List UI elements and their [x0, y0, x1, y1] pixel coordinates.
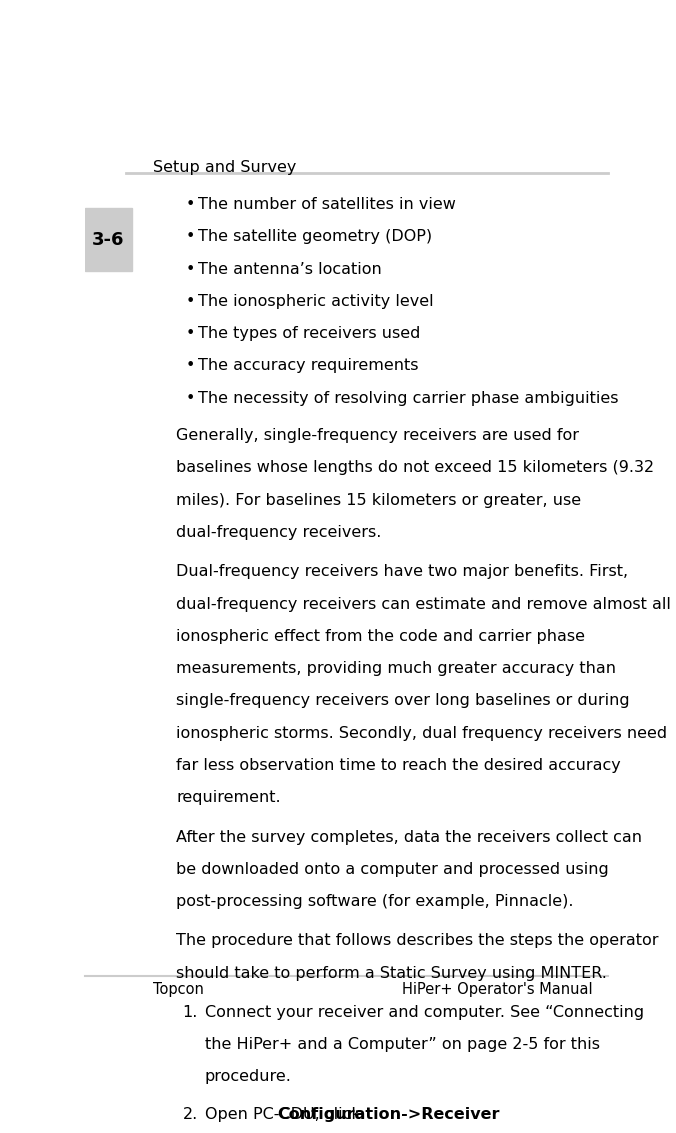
Text: 3-6: 3-6: [92, 231, 124, 249]
FancyBboxPatch shape: [84, 208, 132, 271]
Text: Connect your receiver and computer. See “Connecting: Connect your receiver and computer. See …: [205, 1005, 644, 1020]
Text: The satellite geometry (DOP): The satellite geometry (DOP): [198, 229, 433, 245]
Text: •: •: [186, 326, 195, 341]
Text: the HiPer+ and a Computer” on page 2-5 for this: the HiPer+ and a Computer” on page 2-5 f…: [205, 1037, 600, 1053]
Text: •: •: [186, 197, 195, 212]
Text: single-frequency receivers over long baselines or during: single-frequency receivers over long bas…: [176, 693, 630, 708]
Text: The accuracy requirements: The accuracy requirements: [198, 358, 418, 374]
Text: The number of satellites in view: The number of satellites in view: [198, 197, 456, 212]
Text: 2.: 2.: [183, 1107, 197, 1122]
Text: should take to perform a Static Survey using MINTER.: should take to perform a Static Survey u…: [176, 965, 607, 981]
Text: Generally, single-frequency receivers are used for: Generally, single-frequency receivers ar…: [176, 428, 579, 443]
Text: •: •: [186, 293, 195, 309]
Text: The antenna’s location: The antenna’s location: [198, 262, 382, 276]
Text: post-processing software (for example, Pinnacle).: post-processing software (for example, P…: [176, 894, 574, 909]
Text: requirement.: requirement.: [176, 791, 281, 806]
Text: measurements, providing much greater accuracy than: measurements, providing much greater acc…: [176, 662, 617, 676]
Text: Topcon: Topcon: [153, 982, 203, 997]
Text: Setup and Survey: Setup and Survey: [153, 161, 296, 176]
Text: miles). For baselines 15 kilometers or greater, use: miles). For baselines 15 kilometers or g…: [176, 493, 581, 508]
Text: be downloaded onto a computer and processed using: be downloaded onto a computer and proces…: [176, 862, 609, 877]
Text: dual-frequency receivers can estimate and remove almost all: dual-frequency receivers can estimate an…: [176, 597, 671, 612]
Text: After the survey completes, data the receivers collect can: After the survey completes, data the rec…: [176, 829, 642, 844]
Text: ionospheric storms. Secondly, dual frequency receivers need: ionospheric storms. Secondly, dual frequ…: [176, 726, 667, 741]
Text: procedure.: procedure.: [205, 1070, 292, 1084]
Text: •: •: [186, 391, 195, 406]
Text: Open PC-CDU, click: Open PC-CDU, click: [205, 1107, 366, 1122]
Text: HiPer+ Operator's Manual: HiPer+ Operator's Manual: [402, 982, 593, 997]
Text: The necessity of resolving carrier phase ambiguities: The necessity of resolving carrier phase…: [198, 391, 619, 406]
Text: Dual-frequency receivers have two major benefits. First,: Dual-frequency receivers have two major …: [176, 564, 628, 579]
Text: dual-frequency receivers.: dual-frequency receivers.: [176, 525, 381, 540]
Text: •: •: [186, 262, 195, 276]
Text: ionospheric effect from the code and carrier phase: ionospheric effect from the code and car…: [176, 629, 585, 644]
Text: 1.: 1.: [183, 1005, 198, 1020]
Text: The procedure that follows describes the steps the operator: The procedure that follows describes the…: [176, 934, 658, 948]
Text: The ionospheric activity level: The ionospheric activity level: [198, 293, 434, 309]
Text: •: •: [186, 358, 195, 374]
Text: far less observation time to reach the desired accuracy: far less observation time to reach the d…: [176, 758, 621, 773]
Text: •: •: [186, 229, 195, 245]
Text: The types of receivers used: The types of receivers used: [198, 326, 420, 341]
Text: Configuration->Receiver: Configuration->Receiver: [277, 1107, 500, 1122]
Text: baselines whose lengths do not exceed 15 kilometers (9.32: baselines whose lengths do not exceed 15…: [176, 460, 654, 476]
